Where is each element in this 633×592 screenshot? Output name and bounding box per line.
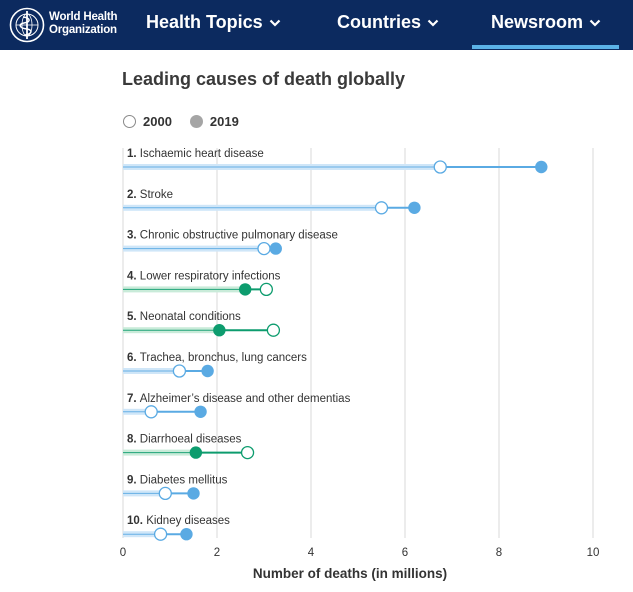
- category-name: Ischaemic heart disease: [140, 148, 264, 160]
- open-circle-icon: [123, 115, 136, 128]
- legend-item-2019[interactable]: 2019: [189, 114, 239, 129]
- category-label: 7. Alzheimer’s disease and other dementi…: [127, 393, 351, 405]
- category-label: 1. Ischaemic heart disease: [127, 148, 264, 160]
- nav-newsroom-label: Newsroom: [491, 12, 584, 32]
- category-label: 4. Lower respiratory infections: [127, 270, 281, 282]
- x-tick-label: 6: [402, 547, 408, 559]
- chevron-down-icon: [589, 19, 601, 27]
- x-tick-label: 4: [308, 547, 315, 559]
- category-label: 2. Stroke: [127, 189, 173, 201]
- logo-line-1: World Health: [49, 11, 118, 23]
- chevron-down-icon: [427, 19, 439, 27]
- top-navigation-bar: World Health Organization Health Topics …: [0, 0, 633, 50]
- category-name: Kidney diseases: [146, 515, 230, 527]
- category-rank: 9.: [127, 474, 140, 486]
- category-label: 10. Kidney diseases: [127, 515, 230, 527]
- x-tick-label: 10: [587, 547, 600, 559]
- category-label: 3. Chronic obstructive pulmonary disease: [127, 230, 338, 242]
- marker-2000[interactable]: [240, 445, 255, 460]
- category-name: Lower respiratory infections: [140, 270, 281, 282]
- category-name: Stroke: [140, 189, 173, 201]
- category-name: Diabetes mellitus: [140, 474, 228, 486]
- category-name: Trachea, bronchus, lung cancers: [140, 352, 307, 364]
- nav-active-indicator: [472, 45, 619, 49]
- legend-label-2019: 2019: [209, 114, 239, 129]
- chevron-down-icon: [269, 19, 280, 27]
- category-rank: 4.: [127, 270, 140, 282]
- category-rank: 2.: [127, 189, 140, 201]
- marker-2000[interactable]: [374, 201, 389, 215]
- nav-newsroom[interactable]: Newsroom: [491, 12, 601, 33]
- category-label: 5. Neonatal conditions: [127, 311, 241, 323]
- category-name: Alzheimer’s disease and other dementias: [140, 393, 351, 405]
- who-emblem-icon[interactable]: [9, 7, 45, 43]
- category-name: Chronic obstructive pulmonary disease: [140, 230, 338, 242]
- marker-2019[interactable]: [194, 405, 207, 418]
- marker-2019[interactable]: [213, 324, 226, 337]
- marker-2019[interactable]: [535, 160, 548, 174]
- category-rank: 3.: [127, 230, 140, 242]
- marker-2019[interactable]: [189, 446, 203, 459]
- marker-2000[interactable]: [158, 486, 172, 501]
- category-rank: 1.: [127, 148, 140, 160]
- marker-2019[interactable]: [269, 242, 282, 255]
- marker-2019[interactable]: [239, 283, 252, 296]
- marker-2000[interactable]: [433, 160, 447, 174]
- marker-2000[interactable]: [153, 527, 168, 541]
- category-rank: 10.: [127, 515, 146, 527]
- marker-2019[interactable]: [408, 201, 421, 214]
- category-name: Neonatal conditions: [140, 311, 241, 323]
- category-rank: 5.: [127, 311, 140, 323]
- marker-2000[interactable]: [144, 405, 158, 419]
- nav-countries-label: Countries: [337, 12, 422, 32]
- filled-circle-icon: [189, 115, 203, 128]
- marker-2000[interactable]: [259, 282, 274, 297]
- logo-line-2: Organization: [49, 24, 117, 36]
- category-label: 6. Trachea, bronchus, lung cancers: [127, 352, 307, 364]
- legend-label-2000: 2000: [143, 114, 172, 129]
- nav-countries[interactable]: Countries: [337, 12, 439, 33]
- category-rank: 7.: [127, 393, 140, 405]
- x-axis-title: Number of deaths (in millions): [253, 566, 447, 581]
- category-label: 9. Diabetes mellitus: [127, 474, 228, 486]
- marker-2019[interactable]: [201, 364, 214, 378]
- x-tick-label: 8: [496, 547, 502, 559]
- marker-2019[interactable]: [187, 487, 200, 500]
- marker-2000[interactable]: [172, 364, 187, 378]
- category-rank: 8.: [127, 434, 140, 446]
- legend-item-2000[interactable]: 2000: [123, 114, 172, 129]
- x-tick-label: 2: [214, 547, 220, 559]
- chart-legend: 2000 2019: [123, 114, 257, 129]
- marker-2000[interactable]: [257, 241, 271, 256]
- category-name: Diarrhoeal diseases: [140, 434, 242, 446]
- marker-2000[interactable]: [266, 323, 281, 337]
- category-label: 8. Diarrhoeal diseases: [127, 434, 242, 446]
- nav-health-topics-label: Health Topics: [146, 12, 263, 32]
- nav-health-topics[interactable]: Health Topics: [146, 12, 281, 33]
- category-rank: 6.: [127, 352, 140, 364]
- who-logo-text[interactable]: World Health Organization: [49, 11, 118, 37]
- marker-2019[interactable]: [180, 528, 193, 541]
- chart-title: Leading causes of death globally: [122, 69, 406, 89]
- x-tick-label: 0: [120, 547, 126, 559]
